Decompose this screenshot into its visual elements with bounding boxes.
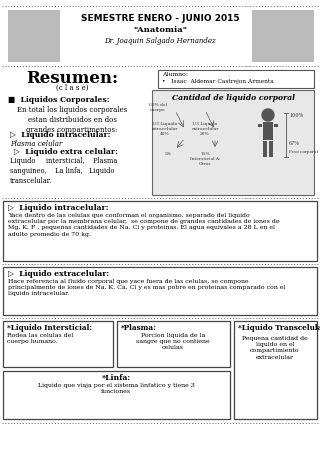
Text: ▷  Liquido extracelular:: ▷ Liquido extracelular: [8,270,109,278]
Bar [3,267,317,315]
Text: ▷  Liquido intracelular:: ▷ Liquido intracelular: [8,204,108,212]
Text: Yace dentro de las celulas que conforman el organismo, separado del liquido
extr: Yace dentro de las celulas que conforman… [8,213,279,236]
Text: *Linfa:: *Linfa: [101,374,131,382]
Bar [263,141,267,157]
Bar [274,124,278,127]
Text: 67%: 67% [289,141,300,146]
Text: (c l a s e): (c l a s e) [56,84,88,92]
Text: 2/3 Liquido
intracelular
40%: 2/3 Liquido intracelular 40% [152,122,178,136]
Bar [158,70,314,88]
Bar [269,141,273,157]
Text: Dr. Joaquin Salgado Hernandez: Dr. Joaquin Salgado Hernandez [104,37,216,45]
Text: Cantidad de liquido corporal: Cantidad de liquido corporal [172,94,294,102]
Text: 1/3 Liquido
extracelular
20%: 1/3 Liquido extracelular 20% [191,122,219,136]
Text: SEMESTRE ENERO - JUNIO 2015: SEMESTRE ENERO - JUNIO 2015 [81,14,239,23]
Bar [258,124,262,127]
Text: Porcion liquida de la
sangre que no contiene
celulas: Porcion liquida de la sangre que no cont… [136,333,210,351]
Circle shape [262,109,274,121]
Text: "Anatomia": "Anatomia" [133,26,187,34]
Text: Liquido     intersticial,    Plasma
sanguineo,    La linfa,   Liquido
transcelul: Liquido intersticial, Plasma sanguineo, … [10,157,117,185]
Text: Resumen:: Resumen: [26,70,118,87]
Bar [8,10,60,62]
Text: ■  Liquidos Corporales:: ■ Liquidos Corporales: [8,96,110,104]
Text: Pequena cantidad de
liquido en el
compartimiento
extracelular: Pequena cantidad de liquido en el compar… [242,336,308,360]
Bar [117,321,230,367]
Bar [3,371,230,419]
Text: 15%
Intersticial &
Otros: 15% Intersticial & Otros [190,152,220,166]
Text: *Liquido Intersticial:: *Liquido Intersticial: [7,324,92,332]
Bar [234,321,317,419]
Text: ▷  Liquido extra celular:: ▷ Liquido extra celular: [14,148,118,156]
Text: Alumno:: Alumno: [162,72,188,77]
Text: 60% del
cuerpo: 60% del cuerpo [149,103,167,112]
Bar [252,10,314,62]
Text: En total los liquidos corporales
estan distribuidos en dos
grandes compartimento: En total los liquidos corporales estan d… [17,106,127,134]
Bar [3,321,113,367]
Text: *Liquido Transcelular:: *Liquido Transcelular: [238,324,320,332]
Bar [3,201,317,261]
Text: ▷  Liquido intracelular:: ▷ Liquido intracelular: [10,131,110,139]
Text: Plasma celular: Plasma celular [10,140,62,148]
Text: *Plasma:: *Plasma: [121,324,157,332]
Text: Rodea las celulas del
cuerpo humano.: Rodea las celulas del cuerpo humano. [7,333,73,344]
Text: Liquido que viaja por el sistema linfatico y tiene 3
funciones: Liquido que viaja por el sistema linfati… [38,383,194,394]
Text: 100%: 100% [289,113,303,118]
Text: Peso corporal: Peso corporal [289,150,318,154]
Text: 5%: 5% [164,152,172,156]
Bar [152,90,314,195]
Text: •   Isaac  Aldemar Castrejon Armenta: • Isaac Aldemar Castrejon Armenta [162,79,274,84]
Bar [263,122,273,140]
Text: Hace referencia al fluido corporal que yace fuera de las celulas, se compone
pri: Hace referencia al fluido corporal que y… [8,279,285,296]
